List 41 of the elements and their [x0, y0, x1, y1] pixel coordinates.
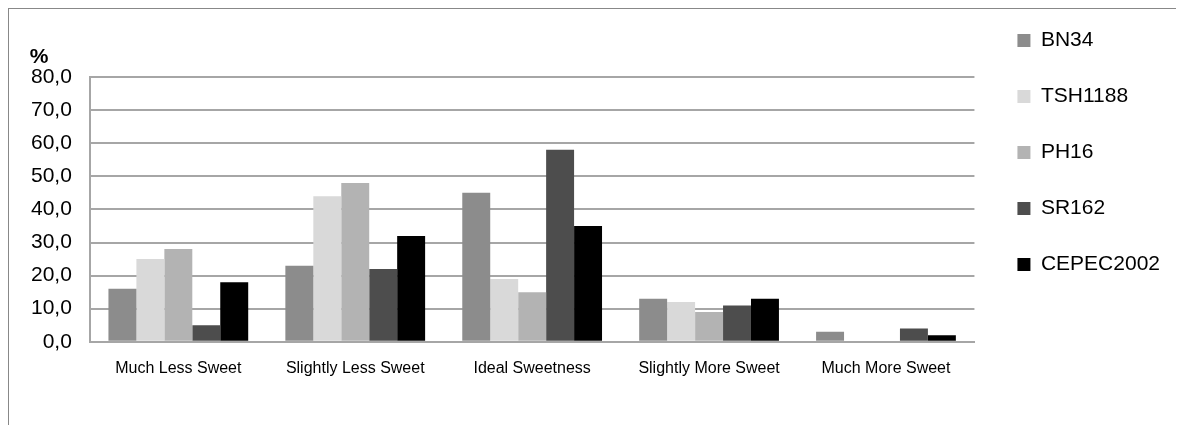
bar — [518, 292, 547, 341]
bar — [695, 312, 724, 341]
bar — [136, 259, 165, 341]
y-tick-label: 20,0 — [31, 262, 72, 286]
bar — [164, 249, 193, 341]
x-tick-label: Ideal Sweetness — [473, 358, 591, 376]
bar — [108, 288, 137, 341]
x-tick-label: Slightly Less Sweet — [285, 358, 426, 376]
bar — [667, 302, 696, 341]
bar — [313, 196, 342, 341]
y-tick-label: 40,0 — [31, 196, 72, 220]
y-tick-label: 0,0 — [42, 328, 72, 352]
y-tick-label: 10,0 — [31, 295, 72, 319]
bar — [546, 149, 575, 341]
legend-label: PH16 — [1040, 139, 1094, 163]
legend-label: BN34 — [1040, 27, 1094, 51]
bar — [574, 225, 603, 341]
y-tick-label: 30,0 — [31, 229, 72, 253]
bar — [639, 298, 668, 341]
x-tick-label: Much Less Sweet — [115, 358, 243, 376]
x-tick-label: Slightly More Sweet — [638, 358, 781, 376]
bar — [397, 235, 426, 341]
legend-label: TSH1188 — [1040, 83, 1129, 107]
bar — [341, 182, 370, 341]
legend-label: SR162 — [1040, 195, 1106, 219]
bar — [462, 192, 491, 341]
bar — [723, 305, 751, 341]
bar — [490, 278, 519, 341]
bar — [816, 331, 845, 341]
bar — [927, 335, 956, 341]
legend-label: CEPEC2002 — [1040, 251, 1161, 275]
bar — [192, 325, 221, 341]
y-tick-label: 50,0 — [31, 163, 72, 187]
y-tick-label: 70,0 — [31, 96, 72, 120]
bar — [899, 328, 928, 341]
bar — [285, 265, 314, 341]
x-tick-label: Much More Sweet — [821, 358, 951, 376]
bar — [220, 282, 249, 341]
bar — [750, 298, 779, 341]
bar — [369, 268, 398, 341]
y-tick-label: 60,0 — [31, 130, 72, 153]
